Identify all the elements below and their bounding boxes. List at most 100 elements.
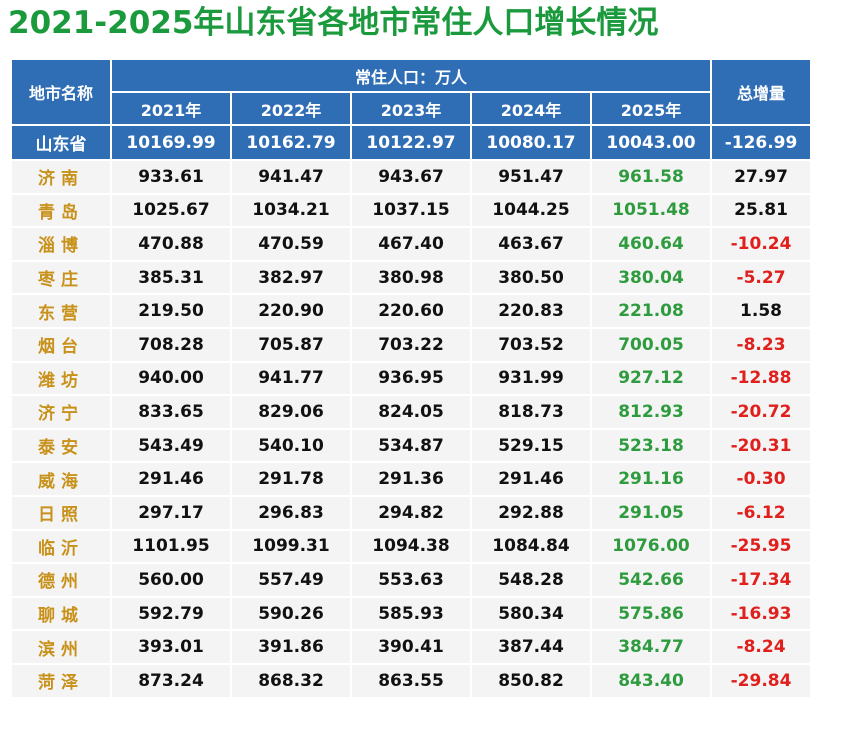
city-row: 德州 560.00 557.49 553.63 548.28 542.66 -17.34 (10, 562, 813, 598)
city-name: 东营 (10, 293, 112, 329)
value-cell: 590.26 (230, 595, 352, 632)
value-cell: 936.95 (350, 360, 472, 397)
value-cell: 829.06 (230, 394, 352, 430)
header-cell: 2022年 (230, 91, 352, 126)
value-cell: 467.40 (350, 226, 472, 262)
value-cell: 580.34 (470, 595, 592, 632)
header-cell: 2023年 (350, 91, 472, 126)
value-cell: 1084.84 (470, 528, 592, 565)
header-cell: 地市名称 (10, 58, 112, 126)
value-cell: -16.93 (710, 595, 813, 632)
province-row: 山东省 10169.99 10162.79 10122.97 10080.17 10043… (10, 124, 813, 161)
city-name: 泰安 (10, 427, 112, 464)
city-name: 青岛 (10, 192, 112, 229)
value-cell: 460.64 (589, 226, 713, 262)
city-name: 济南 (10, 159, 112, 195)
value-cell: 560.00 (110, 562, 232, 598)
value-cell: 940.00 (110, 360, 232, 397)
value-cell: 540.10 (230, 427, 352, 464)
value-cell: 220.60 (350, 293, 472, 329)
value-cell: 385.31 (110, 259, 232, 296)
value-cell: 1037.15 (350, 192, 472, 229)
value-cell: 380.98 (350, 259, 472, 296)
value-cell: 557.49 (230, 562, 352, 598)
value-cell: 291.46 (470, 461, 592, 497)
city-row: 威海 291.46 291.78 291.36 291.46 291.16 -0.30 (10, 461, 813, 497)
value-cell: 812.93 (589, 394, 713, 430)
value-cell: 523.18 (589, 427, 713, 464)
value-cell: -8.23 (710, 326, 813, 363)
value-cell: 291.36 (350, 461, 472, 497)
city-row: 东营 219.50 220.90 220.60 220.83 221.08 1.58 (10, 293, 813, 329)
value-cell: 868.32 (230, 662, 352, 699)
value-cell: 221.08 (589, 293, 713, 329)
city-row: 滨州 393.01 391.86 390.41 387.44 384.77 -8.24 (10, 629, 813, 665)
value-cell: 380.04 (589, 259, 713, 296)
city-name: 威海 (10, 461, 112, 497)
value-cell: 10043.00 (589, 124, 713, 161)
table-header: 地市名称 常住人口：万人 总增量 2021年 2022年 2023年 2024年 202… (10, 58, 813, 126)
value-cell: -29.84 (710, 662, 813, 699)
city-row: 临沂 1101.95 1099.31 1094.38 1084.84 1076.00 -25… (10, 528, 813, 565)
value-cell: 25.81 (710, 192, 813, 229)
value-cell: 1034.21 (230, 192, 352, 229)
value-cell: 291.05 (589, 494, 713, 531)
value-cell: 850.82 (470, 662, 592, 699)
value-cell: -25.95 (710, 528, 813, 565)
value-cell: 387.44 (470, 629, 592, 665)
value-cell: 585.93 (350, 595, 472, 632)
city-name: 济宁 (10, 394, 112, 430)
value-cell: 463.67 (470, 226, 592, 262)
city-name: 德州 (10, 562, 112, 598)
value-cell: 1025.67 (110, 192, 232, 229)
value-cell: 10169.99 (110, 124, 232, 161)
value-cell: 542.66 (589, 562, 713, 598)
value-cell: 294.82 (350, 494, 472, 531)
city-row: 济宁 833.65 829.06 824.05 818.73 812.93 -20.72 (10, 394, 813, 430)
value-cell: -17.34 (710, 562, 813, 598)
value-cell: -20.31 (710, 427, 813, 464)
city-name: 聊城 (10, 595, 112, 632)
header-cell: 2021年 (110, 91, 232, 126)
city-name: 滨州 (10, 629, 112, 665)
header-cell: 总增量 (710, 58, 813, 126)
value-cell: 927.12 (589, 360, 713, 397)
value-cell: 10080.17 (470, 124, 592, 161)
value-cell: 700.05 (589, 326, 713, 363)
value-cell: 1044.25 (470, 192, 592, 229)
city-name: 烟台 (10, 326, 112, 363)
city-name: 淄博 (10, 226, 112, 262)
table-body: 山东省 10169.99 10162.79 10122.97 10080.17 10043… (10, 124, 813, 699)
city-name: 山东省 (10, 124, 112, 161)
value-cell: 1099.31 (230, 528, 352, 565)
value-cell: 705.87 (230, 326, 352, 363)
city-row: 淄博 470.88 470.59 467.40 463.67 460.64 -10.24 (10, 226, 813, 262)
value-cell: 933.61 (110, 159, 232, 195)
value-cell: 703.22 (350, 326, 472, 363)
data-table: 地市名称 常住人口：万人 总增量 2021年 2022年 2023年 2024年 202… (10, 58, 813, 699)
value-cell: 382.97 (230, 259, 352, 296)
value-cell: 931.99 (470, 360, 592, 397)
city-row: 泰安 543.49 540.10 534.87 529.15 523.18 -20.31 (10, 427, 813, 464)
value-cell: -8.24 (710, 629, 813, 665)
value-cell: 296.83 (230, 494, 352, 531)
value-cell: 943.67 (350, 159, 472, 195)
value-cell: 553.63 (350, 562, 472, 598)
value-cell: 27.97 (710, 159, 813, 195)
value-cell: 391.86 (230, 629, 352, 665)
value-cell: 384.77 (589, 629, 713, 665)
value-cell: 1076.00 (589, 528, 713, 565)
value-cell: 543.49 (110, 427, 232, 464)
value-cell: 470.88 (110, 226, 232, 262)
value-cell: 873.24 (110, 662, 232, 699)
value-cell: 1051.48 (589, 192, 713, 229)
value-cell: 843.40 (589, 662, 713, 699)
value-cell: 470.59 (230, 226, 352, 262)
city-row: 枣庄 385.31 382.97 380.98 380.50 380.04 -5.27 (10, 259, 813, 296)
value-cell: 833.65 (110, 394, 232, 430)
value-cell: 592.79 (110, 595, 232, 632)
city-row: 潍坊 940.00 941.77 936.95 931.99 927.12 -12.88 (10, 360, 813, 397)
value-cell: 703.52 (470, 326, 592, 363)
value-cell: -5.27 (710, 259, 813, 296)
